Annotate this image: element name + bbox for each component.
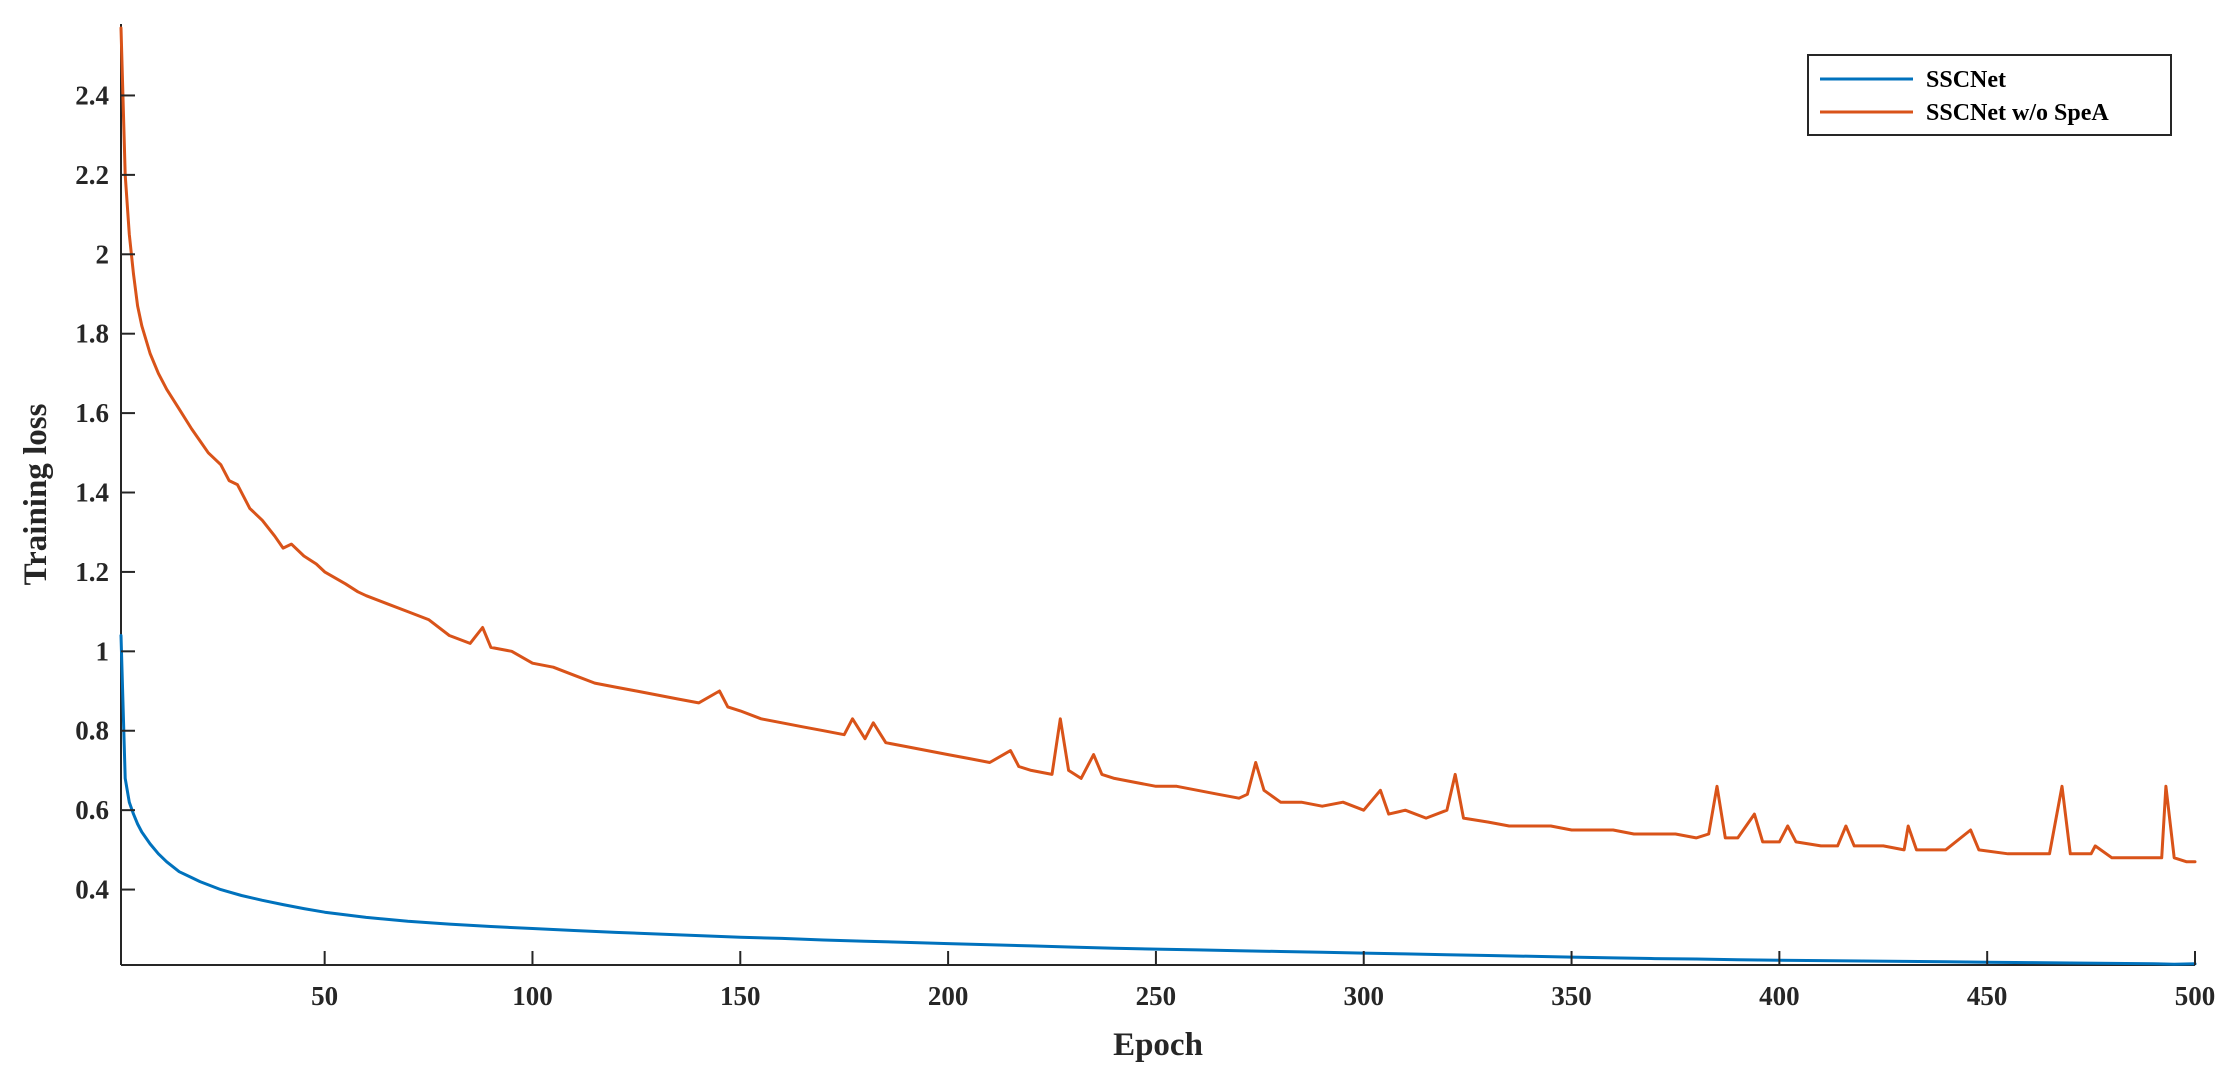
legend-box xyxy=(1807,54,2172,136)
x-tick-label: 150 xyxy=(720,981,761,1011)
y-tick-label: 0.8 xyxy=(75,716,109,746)
y-tick-label: 2.2 xyxy=(75,160,109,190)
series-layer xyxy=(119,26,2197,966)
x-tick-label: 200 xyxy=(928,981,969,1011)
y-tick-label: 0.6 xyxy=(75,795,109,825)
x-tick-label: 100 xyxy=(512,981,553,1011)
x-axis-ticks: 50 100 150 200 250 300 350 400 450 500 xyxy=(311,951,2215,1011)
x-tick-label: 250 xyxy=(1136,981,1177,1011)
x-tick-label: 350 xyxy=(1551,981,1592,1011)
x-tick-label: 450 xyxy=(1967,981,2008,1011)
x-tick-label: 300 xyxy=(1343,981,1384,1011)
y-tick-label: 1.6 xyxy=(75,398,109,428)
y-tick-label: 1.8 xyxy=(75,319,109,349)
y-tick-label: 1.2 xyxy=(75,557,109,587)
y-tick-label: 0.4 xyxy=(75,875,109,905)
y-tick-label: 1 xyxy=(96,636,110,666)
legend-label: SSCNet w/o SpeA xyxy=(1926,100,2109,126)
plot-frame xyxy=(120,24,2195,966)
y-tick-label: 2 xyxy=(96,239,110,269)
y-axis-label: Training loss xyxy=(18,403,54,585)
legend-label: SSCNet xyxy=(1926,67,2006,93)
legend: SSCNet SSCNet w/o SpeA xyxy=(1807,54,2172,136)
x-tick-label: 500 xyxy=(2175,981,2216,1011)
series-line-1 xyxy=(119,26,2197,864)
y-tick-label: 1.4 xyxy=(75,478,109,508)
x-tick-label: 50 xyxy=(311,981,338,1011)
y-tick-label: 2.4 xyxy=(75,80,109,110)
x-axis-label: Epoch xyxy=(1113,1027,1203,1063)
series-line-0 xyxy=(119,634,2197,966)
x-tick-label: 400 xyxy=(1759,981,1800,1011)
y-axis-ticks: 0.4 0.6 0.8 1 1.2 1.4 1.6 1.8 2 2.2 2.4 xyxy=(75,80,135,905)
